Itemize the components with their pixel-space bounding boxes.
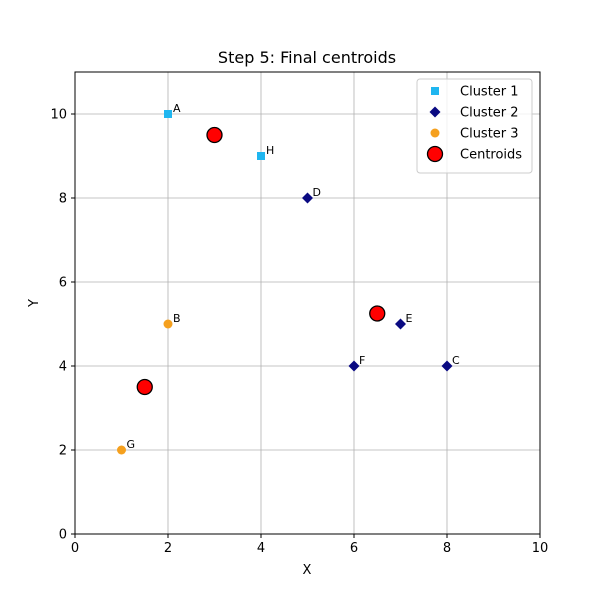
centroids-point [136,378,153,396]
legend-entry: Centroids [460,148,522,163]
legend-entry: Cluster 2 [460,106,519,121]
y-axis-label: Y [27,299,42,308]
cluster-1-point [164,110,172,118]
point-label: D [313,186,321,199]
point-label: F [359,354,365,367]
centroids-point [206,126,223,144]
x-tick-label: 0 [71,541,79,556]
centroids-point [369,305,386,322]
legend-box [416,78,533,174]
cluster-3-point [117,445,126,455]
cluster-2-point [302,192,313,204]
legend: Cluster 1 Cluster 2 Cluster 3 Centroids [416,78,533,174]
legend-marker [429,106,441,118]
x-tick-label: 4 [257,541,265,556]
x-tick-label: 10 [532,541,549,556]
y-tick-label: 10 [50,108,67,123]
point-label: C [452,354,460,367]
x-tick-label: 2 [164,541,172,556]
point-label: G [127,438,136,451]
axis-ticks: 0 2 4 6 8 10 0 2 4 6 8 10 [50,108,548,557]
x-tick-label: 8 [443,541,451,556]
x-tick-label: 6 [350,541,358,556]
cluster-2-point [395,318,406,330]
chart-title: Step 5: Final centroids [218,48,396,67]
legend-marker [430,128,440,138]
point-label: A [173,102,181,115]
cluster-2-point [348,360,360,372]
plot-area-frame [74,71,541,535]
legend-entry: Cluster 3 [460,127,519,142]
legend-marker [431,87,439,95]
x-axis-label: X [303,563,312,578]
point-label: H [266,144,274,157]
cluster-1-point [257,152,265,160]
legend-entry: Cluster 1 [460,85,519,100]
cluster-3-point [163,319,173,329]
point-label: B [173,312,181,325]
data-points: A H D E F C B G [117,102,460,455]
y-tick-label: 6 [59,276,67,291]
y-tick-label: 4 [59,360,67,375]
y-tick-label: 2 [59,444,67,459]
cluster-2-point [441,360,453,372]
point-label: E [406,312,413,325]
y-tick-label: 0 [59,528,67,543]
legend-marker [426,145,444,163]
y-tick-label: 8 [59,192,67,207]
